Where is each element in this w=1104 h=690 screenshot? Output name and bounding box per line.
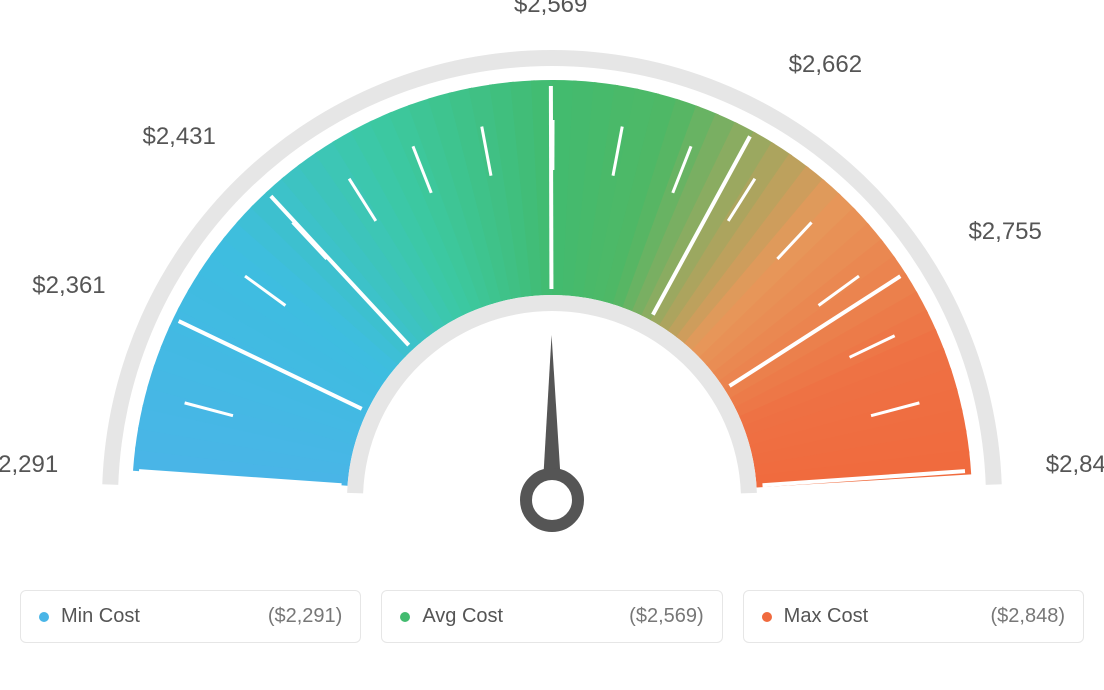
max-cost-label: Max Cost xyxy=(784,605,868,628)
cost-gauge-widget: $2,291$2,361$2,431$2,569$2,662$2,755$2,8… xyxy=(20,20,1084,643)
max-cost-value: ($2,848) xyxy=(990,605,1065,628)
min-cost-label: Min Cost xyxy=(61,605,140,628)
gauge-tick-label: $2,431 xyxy=(126,123,216,151)
gauge-tick-label: $2,662 xyxy=(789,51,862,79)
gauge-tick-label: $2,569 xyxy=(506,0,596,19)
max-cost-card: Max Cost ($2,848) xyxy=(743,590,1084,643)
gauge-tick-label: $2,755 xyxy=(968,218,1041,246)
avg-cost-value: ($2,569) xyxy=(629,605,704,628)
avg-cost-card: Avg Cost ($2,569) xyxy=(381,590,722,643)
dot-icon xyxy=(39,612,49,622)
dot-icon xyxy=(762,612,772,622)
cost-summary-cards: Min Cost ($2,291) Avg Cost ($2,569) Max … xyxy=(20,590,1084,643)
gauge-area: $2,291$2,361$2,431$2,569$2,662$2,755$2,8… xyxy=(20,20,1084,580)
min-cost-card: Min Cost ($2,291) xyxy=(20,590,361,643)
gauge-tick-label: $2,848 xyxy=(1046,451,1104,479)
min-cost-value: ($2,291) xyxy=(268,605,343,628)
dot-icon xyxy=(400,612,410,622)
avg-cost-label: Avg Cost xyxy=(422,605,503,628)
gauge-tick-label: $2,361 xyxy=(16,272,106,300)
gauge-svg xyxy=(20,20,1084,580)
gauge-tick-label: $2,291 xyxy=(0,451,58,479)
